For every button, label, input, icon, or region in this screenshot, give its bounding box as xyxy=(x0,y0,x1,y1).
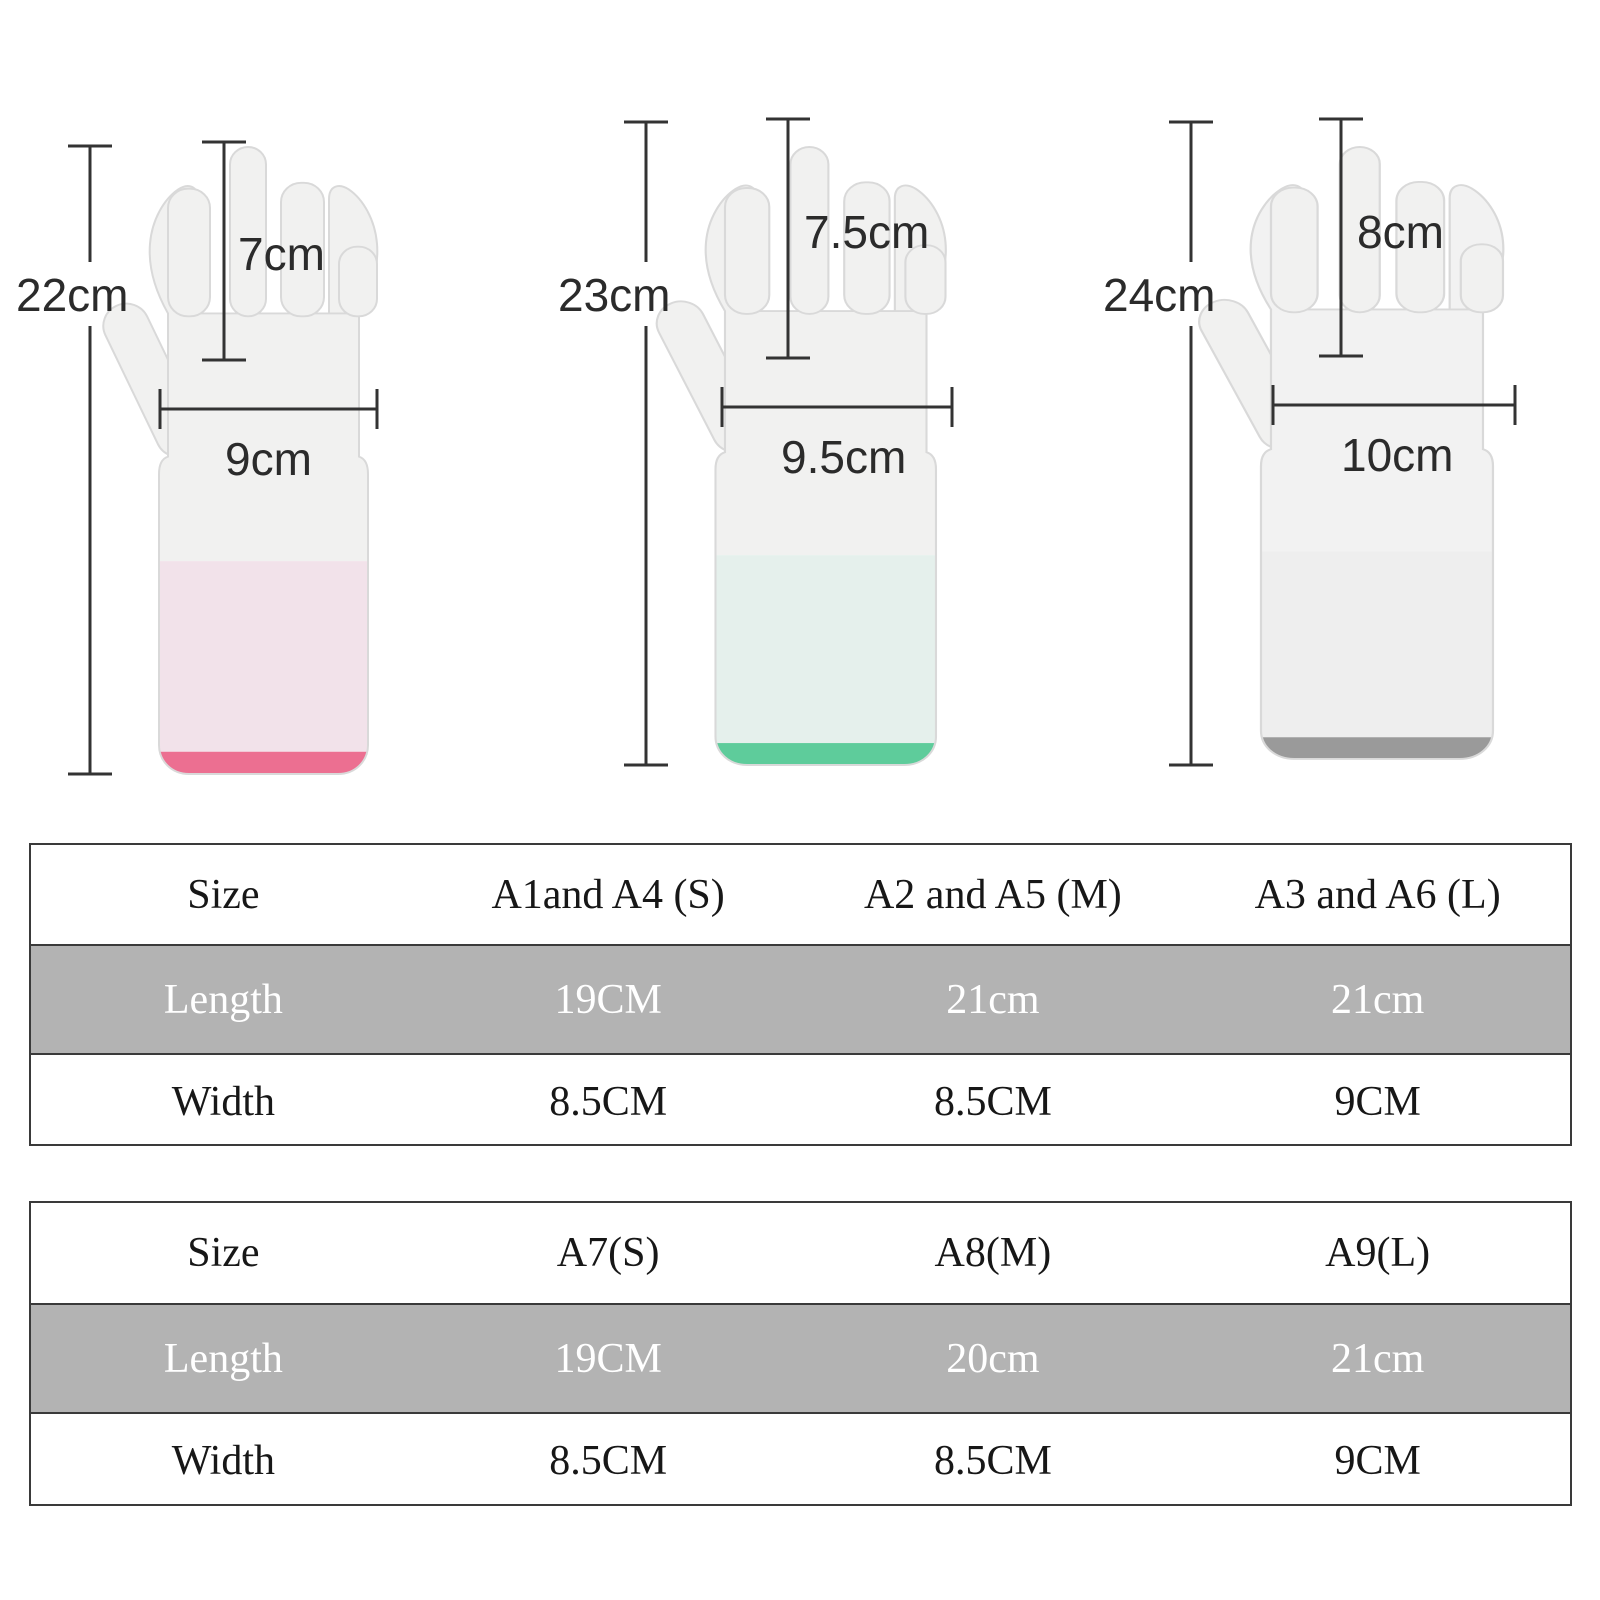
svg-text:24cm: 24cm xyxy=(1103,269,1215,321)
svg-text:9cm: 9cm xyxy=(225,433,312,485)
svg-text:7cm: 7cm xyxy=(238,228,325,280)
svg-text:7.5cm: 7.5cm xyxy=(804,206,929,258)
svg-text:22cm: 22cm xyxy=(16,269,128,321)
svg-text:8cm: 8cm xyxy=(1357,206,1444,258)
svg-text:10cm: 10cm xyxy=(1341,429,1453,481)
svg-text:23cm: 23cm xyxy=(558,269,670,321)
svg-text:9.5cm: 9.5cm xyxy=(781,431,906,483)
